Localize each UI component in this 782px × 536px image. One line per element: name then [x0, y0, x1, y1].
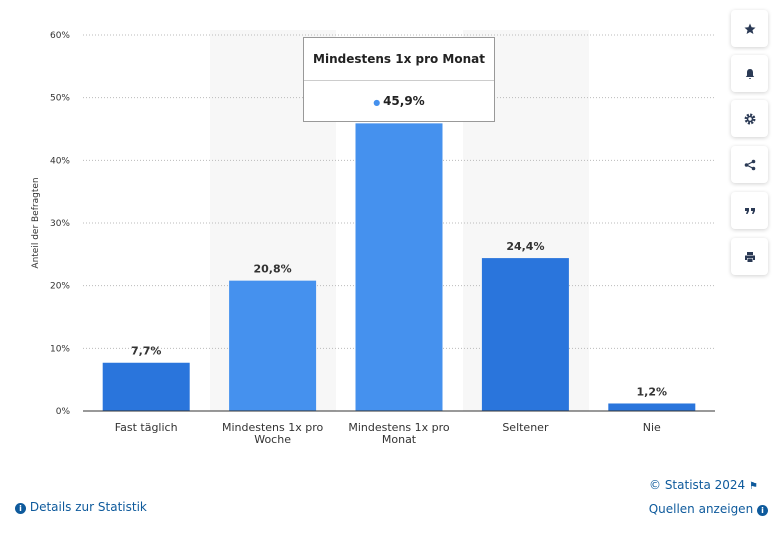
- x-tick-label: Fast täglich: [114, 421, 178, 434]
- details-text[interactable]: Details zur Statistik: [29, 500, 147, 514]
- value-label: 24,4%: [506, 240, 544, 253]
- tooltip: Mindestens 1x pro Monat ● 45,9%: [303, 37, 495, 122]
- bar: [102, 362, 190, 411]
- y-tick-label: 20%: [50, 282, 70, 292]
- y-tick-label: 60%: [50, 31, 70, 41]
- bar: [355, 123, 443, 412]
- y-tick-label: 30%: [50, 219, 70, 229]
- x-tick-label: Mindestens 1x pro Monat: [348, 421, 450, 446]
- sources-text[interactable]: Quellen anzeigen: [648, 502, 754, 516]
- print-button[interactable]: [731, 238, 768, 275]
- x-tick-label: Seltener: [502, 421, 549, 434]
- favorite-button[interactable]: [731, 10, 768, 47]
- y-tick-label: 40%: [50, 156, 70, 166]
- tooltip-title: Mindestens 1x pro Monat: [304, 38, 494, 81]
- copyright-text[interactable]: © Statista 2024: [649, 478, 746, 492]
- bar: [481, 258, 569, 411]
- bar: [608, 403, 696, 411]
- copyright[interactable]: © Statista 2024 ⚑: [649, 478, 758, 492]
- value-label: 20,8%: [254, 263, 292, 276]
- details-link[interactable]: i Details zur Statistik: [15, 500, 147, 514]
- bar: [229, 280, 317, 411]
- y-axis-label: Anteil der Befragten: [31, 177, 41, 268]
- y-tick-label: 50%: [50, 94, 70, 104]
- y-tick-label: 10%: [50, 344, 70, 354]
- value-label: 1,2%: [637, 385, 668, 398]
- tooltip-value-text: 45,9%: [383, 94, 425, 108]
- sources-link[interactable]: Quellen anzeigen i: [649, 502, 768, 516]
- x-tick-label: Nie: [642, 421, 661, 434]
- notify-button[interactable]: [731, 55, 768, 92]
- y-tick-label: 0%: [56, 407, 71, 417]
- tooltip-value: ● 45,9%: [373, 94, 425, 108]
- value-label: 7,7%: [131, 345, 162, 358]
- share-button[interactable]: [731, 146, 768, 183]
- settings-button[interactable]: [731, 100, 768, 137]
- x-tick-label: Mindestens 1x pro Woche: [221, 421, 324, 446]
- cite-button[interactable]: [731, 192, 768, 229]
